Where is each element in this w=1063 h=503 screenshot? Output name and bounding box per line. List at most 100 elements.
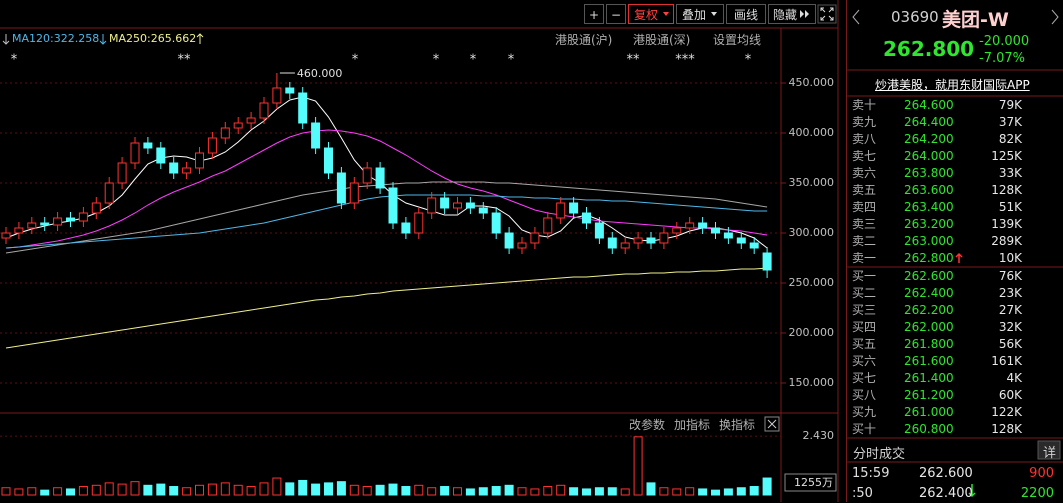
fullscreen-button[interactable] (817, 4, 837, 24)
candle-body (298, 92, 308, 124)
next-icon[interactable] (1051, 9, 1059, 25)
event-marker: * (11, 53, 18, 68)
book-row: 卖七 264.000 125K (847, 148, 1063, 165)
change: -20.000 (979, 34, 1030, 49)
book-label: 卖六 (852, 166, 877, 180)
prev-icon[interactable] (852, 9, 860, 25)
event-marker: * (470, 53, 477, 68)
y-tick-label: 250.000 (789, 276, 835, 289)
last-price: 262.800 (883, 37, 975, 61)
volume-bar (569, 487, 579, 496)
trade-row: 15:59 262.600 900 (847, 464, 1063, 483)
tab[interactable]: 港股通(沪) (555, 33, 613, 47)
y-tick-label: 200.000 (789, 326, 835, 339)
quote-panel: 03690 美团-W 262.800 -20.000 -7.07% 炒港美股，就… (846, 0, 1063, 502)
volume-bar (530, 488, 540, 496)
candle-body (594, 222, 604, 239)
event-marker: ** (178, 53, 192, 68)
candle-body (491, 212, 501, 234)
volume-bar (40, 489, 50, 496)
volume-bar (453, 487, 462, 496)
volume-bar (723, 488, 733, 496)
book-row: 卖六 263.800 33K (847, 165, 1063, 182)
volume-bar (130, 481, 140, 496)
ma-line (5, 129, 768, 249)
zoom-out[interactable]: − (606, 4, 626, 24)
adjust-button[interactable]: 复权 (628, 4, 674, 24)
event-marker: * (352, 53, 359, 68)
book-price: 261.200 (904, 388, 954, 402)
zoom-in[interactable]: + (584, 4, 604, 24)
book-label: 卖十 (852, 98, 877, 112)
book-price: 261.400 (904, 371, 954, 385)
hide-button[interactable]: 隐藏 (768, 4, 816, 24)
candle-body (117, 162, 127, 184)
book-label: 卖二 (852, 234, 877, 248)
candle-body (465, 202, 475, 209)
book-row: 买七 261.400 4K (847, 370, 1063, 387)
volume-bar (362, 486, 372, 496)
panel-button[interactable]: 换指标 (719, 418, 756, 432)
trade-price: 262.400 (919, 486, 973, 501)
event-marker: * (508, 53, 515, 68)
book-volume: 23K (998, 286, 1022, 300)
panel-button[interactable]: 加指标 (674, 418, 711, 432)
volume-bar (672, 488, 682, 496)
candle-body (504, 232, 514, 249)
current-volume: 1255万 (794, 476, 833, 489)
candle-body (478, 207, 488, 214)
candle-body (517, 242, 527, 249)
trade-row: :50 262.400 2200 (847, 484, 1063, 503)
book-label: 买十 (852, 422, 877, 436)
book-row: 买四 262.000 32K (847, 319, 1063, 336)
book-volume: 51K (998, 200, 1022, 214)
toolbar-icons (663, 4, 837, 24)
volume-bar (594, 487, 604, 496)
book-label: 买九 (852, 405, 877, 419)
panel-button[interactable]: 改参数 (629, 418, 666, 432)
volume-bar (27, 487, 37, 496)
candle-body (40, 222, 50, 226)
volume-bar (272, 477, 282, 496)
volume-bar (104, 482, 114, 496)
volume-bar (1, 487, 11, 496)
book-price: 261.000 (904, 405, 954, 419)
detail-button[interactable] (1037, 440, 1061, 460)
candle-body (749, 242, 759, 249)
candle-body (607, 237, 617, 249)
side-lines (847, 9, 1063, 498)
candle-body (530, 232, 540, 244)
ad-link[interactable]: 炒港美股，就用东财国际APP (875, 78, 1030, 92)
candle-body (620, 242, 630, 249)
dropdown-icon (663, 12, 669, 16)
volume-bar (143, 484, 153, 496)
volume-bar (78, 486, 88, 496)
candle-body (143, 142, 153, 149)
candle-body (207, 137, 217, 154)
candle-body (698, 222, 708, 229)
dropdown-icon (711, 12, 717, 16)
book-price: 262.200 (904, 303, 954, 317)
close-button[interactable] (764, 416, 780, 432)
book-row: 买六 261.600 161K (847, 353, 1063, 370)
y-tick-label: 2.430 (803, 429, 835, 442)
book-volume: 161K (991, 354, 1022, 368)
tab[interactable]: 港股通(深) (633, 33, 691, 47)
book-price: 260.800 (904, 422, 954, 436)
down-arrow (968, 484, 976, 498)
candle-body (233, 122, 243, 129)
book-row: 卖五 263.600 128K (847, 182, 1063, 199)
book-label: 买四 (852, 320, 877, 334)
overlay-button[interactable]: 叠加 (676, 4, 724, 24)
candle-body (672, 227, 682, 234)
volume-bar (375, 484, 385, 496)
stock-code: 03690 (891, 8, 939, 26)
book-row: 买十 260.800 128K (847, 421, 1063, 438)
candle-body (427, 197, 437, 214)
tab[interactable]: 设置均线 (713, 33, 762, 47)
volume-bar (285, 482, 295, 496)
volume-bar (195, 484, 204, 496)
draw-button[interactable]: 画线 (726, 4, 766, 24)
arrow-icon (196, 33, 204, 44)
change-pct: -7.07% (979, 51, 1025, 66)
